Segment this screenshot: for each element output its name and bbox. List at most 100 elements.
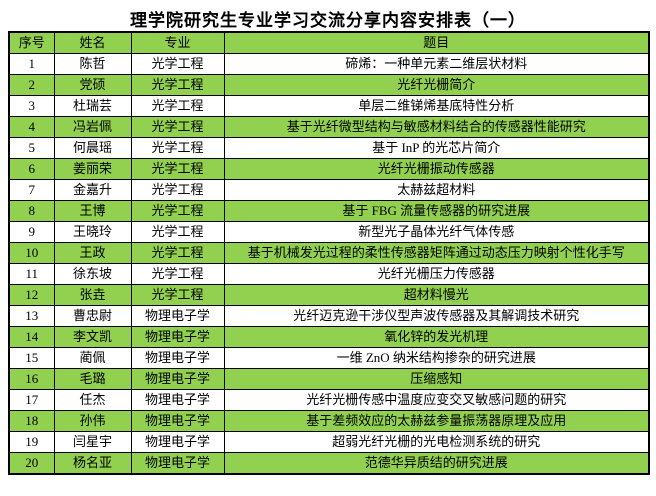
- row-number-cell: 8: [8, 200, 55, 222]
- student-name-cell: 王政: [53, 242, 132, 264]
- topic-cell: 超弱光纤光栅的光电检测系统的研究: [223, 431, 650, 453]
- row-number-cell: 2: [8, 74, 55, 96]
- topic-cell: 超材料慢光: [223, 284, 650, 306]
- major-cell: 光学工程: [130, 95, 225, 117]
- topic-cell: 光纤光栅传感中温度应变交叉敏感问题的研究: [223, 389, 650, 411]
- student-name-cell: 党硕: [53, 74, 132, 96]
- topic-cell: 光纤迈克逊干涉仪型声波传感器及其解调技术研究: [223, 305, 650, 327]
- topic-cell: 基于 FBG 流量传感器的研究进展: [223, 200, 650, 222]
- table-row: 19 闫星宇 物理电子学 超弱光纤光栅的光电检测系统的研究: [8, 431, 650, 453]
- major-cell: 物理电子学: [130, 452, 225, 475]
- row-number-cell: 20: [8, 452, 55, 475]
- student-name-cell: 王博: [53, 200, 132, 222]
- row-number-cell: 12: [8, 284, 55, 306]
- row-number-cell: 7: [8, 179, 55, 201]
- table-body: 1 陈哲 光学工程 碲烯：一种单元素二维层状材料 2 党硕 光学工程 光纤光栅简介 3 杜瑞芸 光学…: [8, 53, 650, 475]
- table-row: 16 毛璐 物理电子学 压缩感知: [8, 368, 650, 390]
- student-name-cell: 徐东坡: [53, 263, 132, 285]
- topic-cell: 碲烯：一种单元素二维层状材料: [223, 53, 650, 75]
- table-row: 6 姜丽荣 光学工程 光纤光栅振动传感器: [8, 158, 650, 180]
- row-number-cell: 6: [8, 158, 55, 180]
- student-name-cell: 曹忠尉: [53, 305, 132, 327]
- row-number-cell: 1: [8, 53, 55, 75]
- row-number-cell: 17: [8, 389, 55, 411]
- student-name-cell: 孙伟: [53, 410, 132, 432]
- major-cell: 光学工程: [130, 53, 225, 75]
- student-name-cell: 张垚: [53, 284, 132, 306]
- table-row: 17 任杰 物理电子学 光纤光栅传感中温度应变交叉敏感问题的研究: [8, 389, 650, 411]
- topic-cell: 基于差频效应的太赫兹参量振荡器原理及应用: [223, 410, 650, 432]
- table-row: 4 冯岩佩 光学工程 基于光纤微型结构与敏感材料结合的传感器性能研究: [8, 116, 650, 138]
- table-row: 15 蔺佩 物理电子学 一维 ZnO 纳米结构掺杂的研究进展: [8, 347, 650, 369]
- student-name-cell: 闫星宇: [53, 431, 132, 453]
- student-name-cell: 任杰: [53, 389, 132, 411]
- major-cell: 物理电子学: [130, 305, 225, 327]
- header-row: 序号 姓名 专业 题目: [8, 31, 650, 54]
- topic-cell: 光纤光栅简介: [223, 74, 650, 96]
- row-number-cell: 19: [8, 431, 55, 453]
- row-number-cell: 4: [8, 116, 55, 138]
- major-cell: 物理电子学: [130, 431, 225, 453]
- table-row: 10 王政 光学工程 基于机械发光过程的柔性传感器矩阵通过动态压力映射个性化手写: [8, 242, 650, 264]
- table-row: 12 张垚 光学工程 超材料慢光: [8, 284, 650, 306]
- student-name-cell: 杜瑞芸: [53, 95, 132, 117]
- row-number-cell: 16: [8, 368, 55, 390]
- student-name-cell: 何晨瑶: [53, 137, 132, 159]
- table-row: 7 金嘉升 光学工程 太赫兹超材料: [8, 179, 650, 201]
- column-header-name: 姓名: [53, 31, 132, 54]
- student-name-cell: 冯岩佩: [53, 116, 132, 138]
- topic-cell: 光纤光栅压力传感器: [223, 263, 650, 285]
- major-cell: 物理电子学: [130, 347, 225, 369]
- column-header-topic: 题目: [223, 31, 650, 54]
- topic-cell: 基于光纤微型结构与敏感材料结合的传感器性能研究: [223, 116, 650, 138]
- row-number-cell: 9: [8, 221, 55, 243]
- major-cell: 光学工程: [130, 179, 225, 201]
- row-number-cell: 13: [8, 305, 55, 327]
- table-row: 2 党硕 光学工程 光纤光栅简介: [8, 74, 650, 96]
- row-number-cell: 18: [8, 410, 55, 432]
- row-number-cell: 11: [8, 263, 55, 285]
- row-number-cell: 10: [8, 242, 55, 264]
- schedule-table: 序号 姓名 专业 题目 1 陈哲 光学工程 碲烯：一种单元素二维层状材料 2 党硕 光学工程…: [8, 31, 650, 475]
- table-row: 13 曹忠尉 物理电子学 光纤迈克逊干涉仪型声波传感器及其解调技术研究: [8, 305, 650, 327]
- table-row: 20 杨名亚 物理电子学 范德华异质结的研究进展: [8, 452, 650, 475]
- column-header-major: 专业: [130, 31, 225, 54]
- table-header: 序号 姓名 专业 题目: [8, 31, 650, 54]
- table-row: 11 徐东坡 光学工程 光纤光栅压力传感器: [8, 263, 650, 285]
- major-cell: 光学工程: [130, 242, 225, 264]
- topic-cell: 单层二维锑烯基底特性分析: [223, 95, 650, 117]
- page-title: 理学院研究生专业学习交流分享内容安排表（一）: [130, 11, 526, 30]
- major-cell: 光学工程: [130, 200, 225, 222]
- major-cell: 物理电子学: [130, 326, 225, 348]
- major-cell: 物理电子学: [130, 368, 225, 390]
- topic-cell: 氧化锌的发光机理: [223, 326, 650, 348]
- topic-cell: 太赫兹超材料: [223, 179, 650, 201]
- student-name-cell: 王晓玲: [53, 221, 132, 243]
- table-row: 5 何晨瑶 光学工程 基于 InP 的光芯片简介: [8, 137, 650, 159]
- row-number-cell: 5: [8, 137, 55, 159]
- major-cell: 光学工程: [130, 263, 225, 285]
- table-row: 18 孙伟 物理电子学 基于差频效应的太赫兹参量振荡器原理及应用: [8, 410, 650, 432]
- topic-cell: 新型光子晶体光纤气体传感: [223, 221, 650, 243]
- major-cell: 光学工程: [130, 284, 225, 306]
- student-name-cell: 蔺佩: [53, 347, 132, 369]
- table-row: 8 王博 光学工程 基于 FBG 流量传感器的研究进展: [8, 200, 650, 222]
- student-name-cell: 陈哲: [53, 53, 132, 75]
- major-cell: 光学工程: [130, 221, 225, 243]
- row-number-cell: 15: [8, 347, 55, 369]
- row-number-cell: 14: [8, 326, 55, 348]
- topic-cell: 范德华异质结的研究进展: [223, 452, 650, 475]
- table-row: 3 杜瑞芸 光学工程 单层二维锑烯基底特性分析: [8, 95, 650, 117]
- major-cell: 光学工程: [130, 137, 225, 159]
- student-name-cell: 金嘉升: [53, 179, 132, 201]
- major-cell: 光学工程: [130, 116, 225, 138]
- major-cell: 物理电子学: [130, 410, 225, 432]
- major-cell: 物理电子学: [130, 389, 225, 411]
- row-number-cell: 3: [8, 95, 55, 117]
- major-cell: 光学工程: [130, 74, 225, 96]
- topic-cell: 基于机械发光过程的柔性传感器矩阵通过动态压力映射个性化手写: [223, 242, 650, 264]
- major-cell: 光学工程: [130, 158, 225, 180]
- table-row: 1 陈哲 光学工程 碲烯：一种单元素二维层状材料: [8, 53, 650, 75]
- student-name-cell: 李文凯: [53, 326, 132, 348]
- student-name-cell: 杨名亚: [53, 452, 132, 475]
